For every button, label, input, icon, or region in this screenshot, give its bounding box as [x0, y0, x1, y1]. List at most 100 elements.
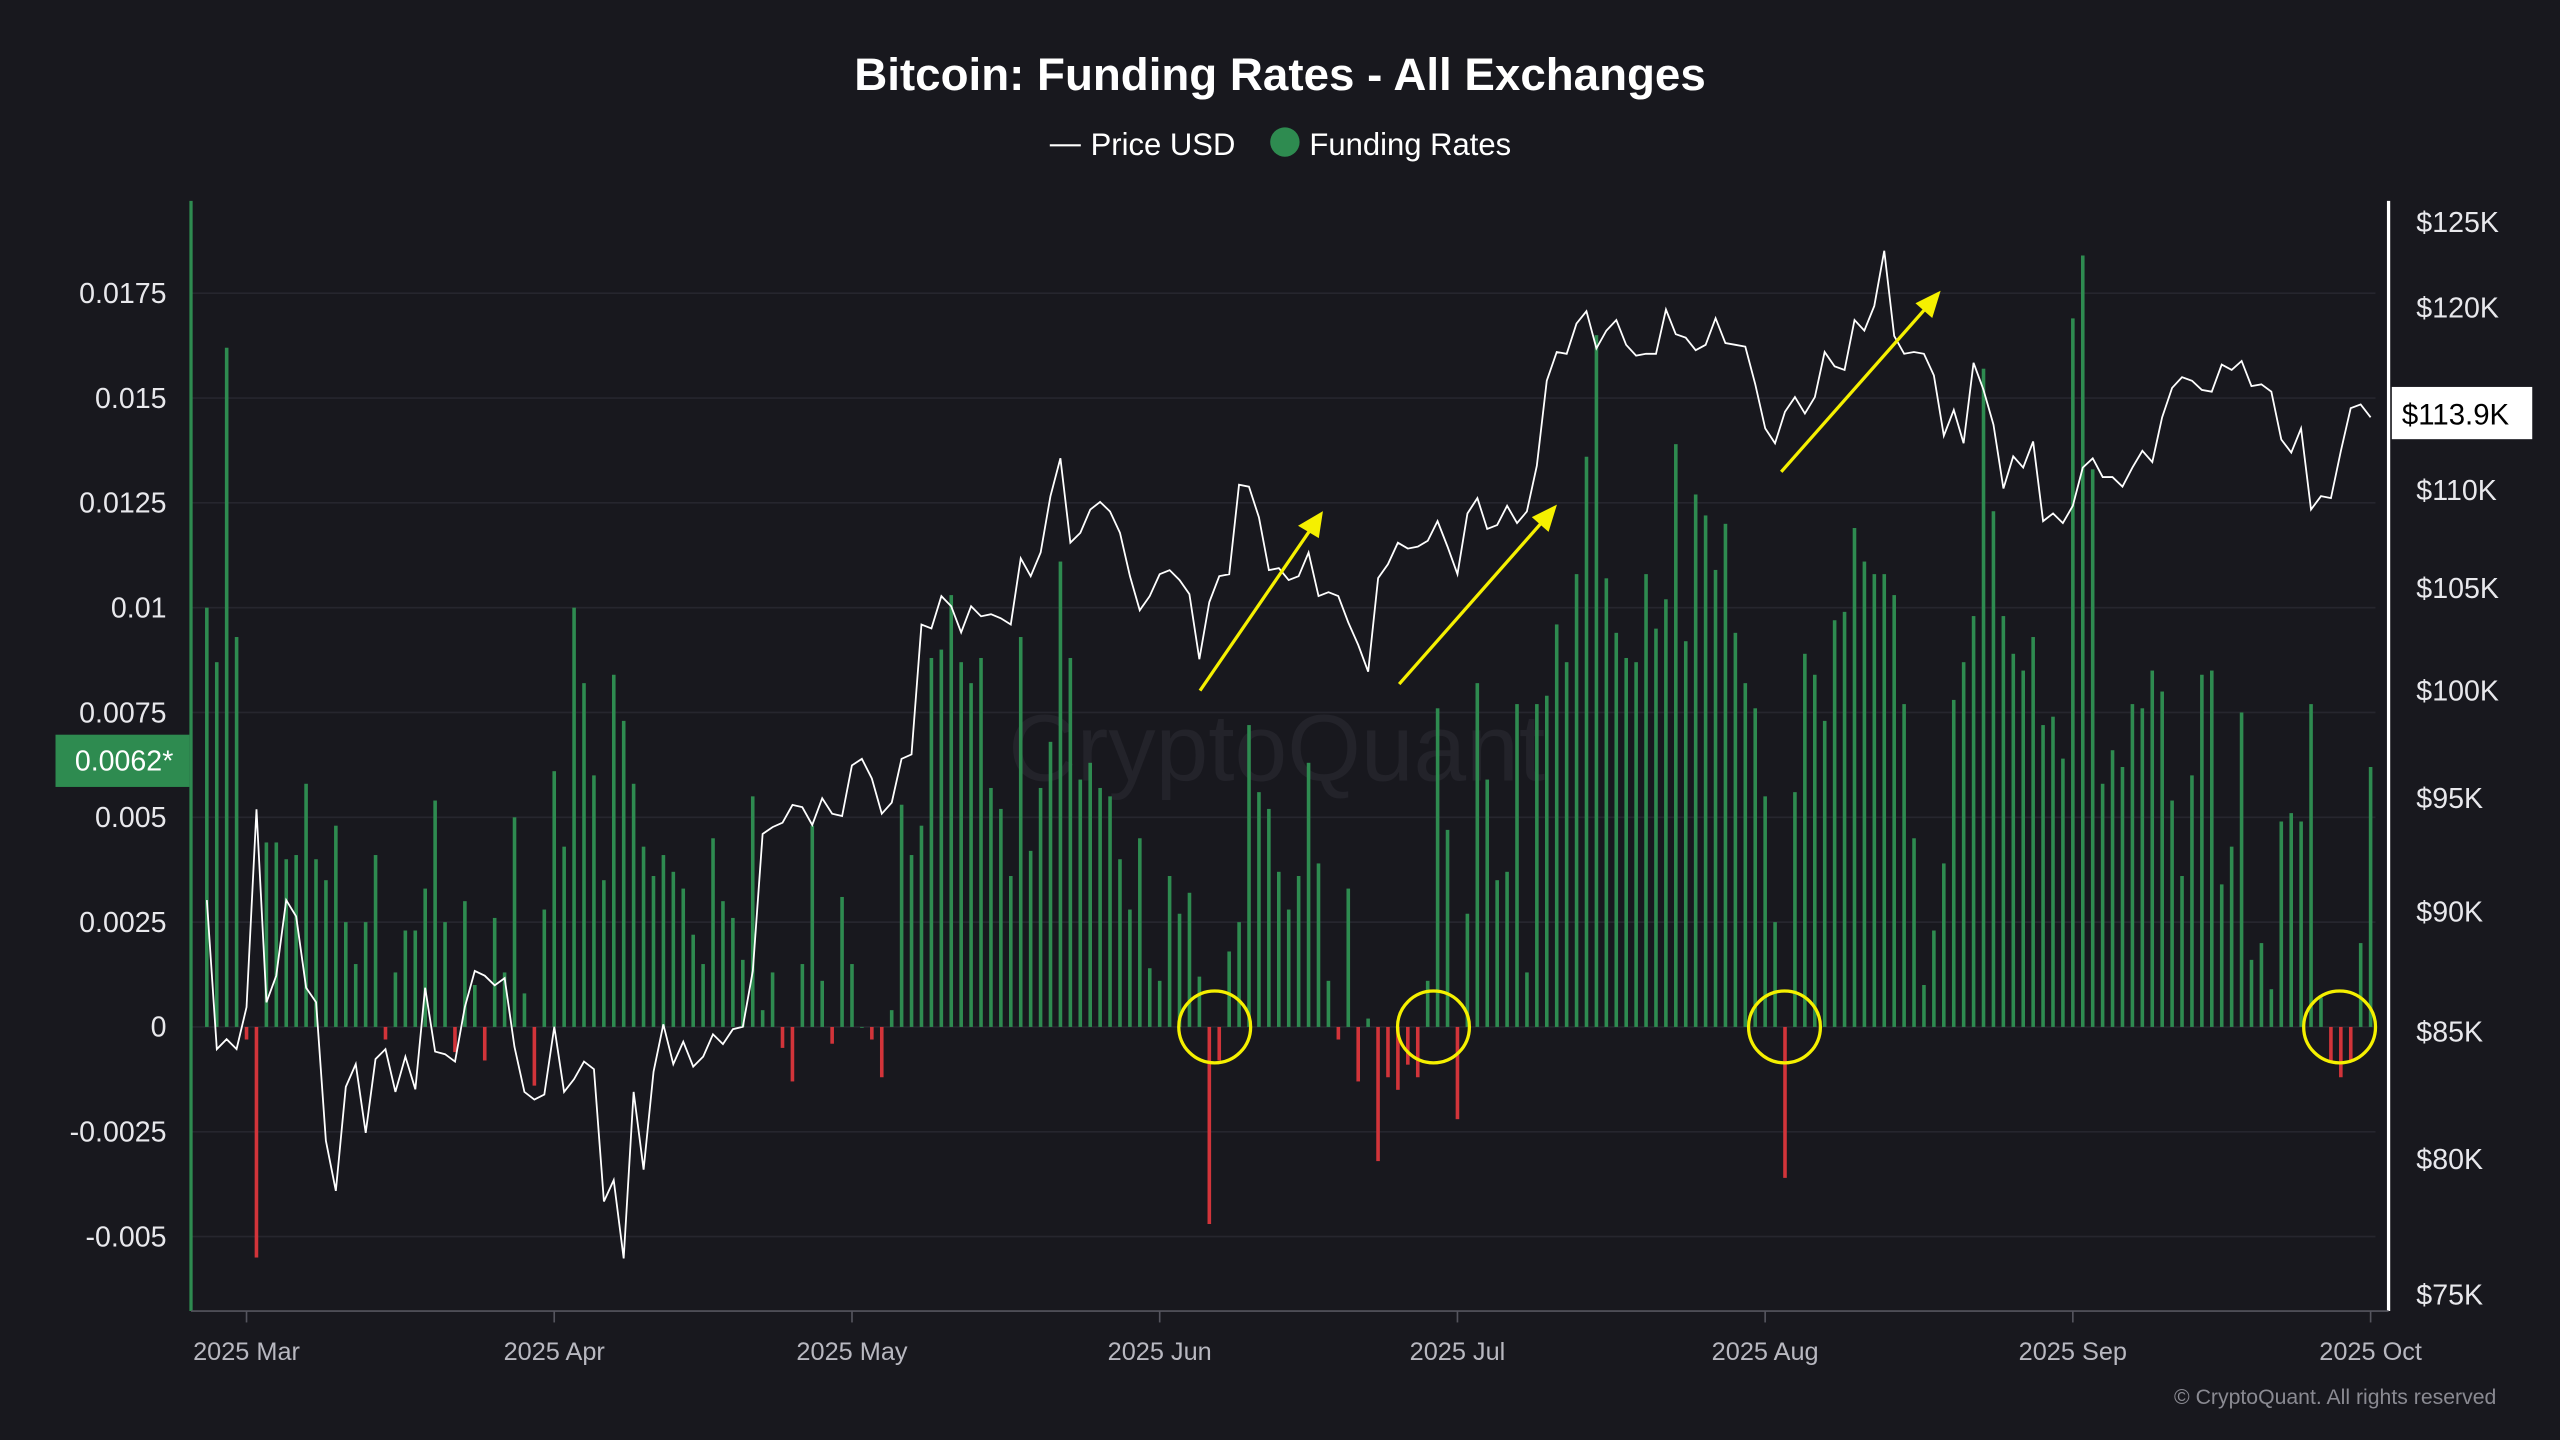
funding-bar [1892, 595, 1896, 1027]
funding-bar [1842, 611, 1847, 1027]
funding-bar [1435, 708, 1440, 1027]
legend-price-label[interactable]: Price USD [1091, 127, 1236, 162]
funding-bar [1961, 662, 1966, 1027]
funding-bar [1654, 628, 1658, 1027]
funding-bar [2001, 616, 2006, 1027]
funding-bar [1197, 976, 1202, 1027]
funding-bar [1495, 880, 1499, 1027]
funding-bar [2329, 1026, 2333, 1061]
funding-bar [2219, 884, 2224, 1027]
funding-bar [1753, 708, 1758, 1027]
funding-bar [919, 825, 924, 1027]
funding-bar [1207, 1026, 1212, 1224]
funding-bar [969, 683, 973, 1027]
right-tick-label: $105K [2416, 573, 2499, 605]
funding-bar [1108, 796, 1112, 1027]
funding-bar [1386, 1026, 1390, 1078]
funding-bar [1058, 561, 1063, 1027]
funding-bar [780, 1026, 785, 1048]
funding-bar [2130, 704, 2135, 1027]
funding-bar [2011, 653, 2016, 1027]
funding-bar [1257, 792, 1261, 1027]
funding-bar [1286, 909, 1291, 1027]
funding-bar [2210, 670, 2214, 1027]
funding-bar [2249, 959, 2254, 1027]
funding-bar [205, 607, 209, 1027]
funding-bar [552, 771, 557, 1027]
funding-bar [284, 859, 289, 1027]
funding-bar [1515, 704, 1519, 1027]
funding-bar [572, 607, 576, 1027]
left-tick-label: 0.0025 [79, 907, 166, 939]
funding-bar [343, 922, 348, 1027]
funding-bar [1783, 1026, 1787, 1178]
funding-bar [1078, 779, 1083, 1027]
funding-bar [2299, 821, 2303, 1027]
funding-bar [1644, 574, 1648, 1027]
funding-bar [949, 595, 954, 1027]
funding-bar [1147, 968, 1152, 1027]
funding-bar [2150, 670, 2155, 1027]
funding-bar [532, 1026, 537, 1086]
funding-bar [1296, 876, 1301, 1027]
funding-bar [1098, 787, 1102, 1027]
arrowhead-icon [1298, 511, 1323, 539]
funding-bar [353, 964, 358, 1027]
funding-bar [1912, 838, 1916, 1027]
funding-bar [294, 855, 298, 1027]
funding-bar [741, 959, 745, 1027]
left-tick-label: -0.005 [86, 1221, 167, 1253]
funding-bar [1932, 930, 1936, 1027]
left-tick-label: 0.01 [111, 592, 167, 624]
legend-funding-dot-icon [1270, 127, 1300, 157]
funding-bar [1743, 683, 1748, 1027]
funding-bar [1763, 796, 1767, 1027]
funding-bar [1187, 892, 1192, 1027]
x-tick-label: 2025 Jul [1410, 1338, 1506, 1366]
funding-bar [850, 964, 854, 1027]
funding-bar [274, 842, 279, 1027]
funding-bar [1306, 762, 1311, 1027]
funding-bar [721, 901, 725, 1027]
funding-bar [1415, 1026, 1420, 1078]
funding-bar [860, 1026, 864, 1028]
funding-bar [2279, 821, 2284, 1027]
legend-funding-label[interactable]: Funding Rates [1309, 127, 1511, 162]
funding-bar [840, 896, 844, 1027]
funding-bar [731, 917, 735, 1027]
funding-bar [1703, 515, 1708, 1027]
funding-bar [2031, 637, 2035, 1027]
current-price-value: $113.9K [2402, 398, 2510, 431]
funding-bar [1425, 980, 1430, 1027]
funding-bar [1733, 632, 1738, 1027]
price-line [205, 250, 2372, 1259]
funding-bar [1267, 808, 1271, 1027]
funding-bar [1554, 624, 1559, 1027]
x-tick-label: 2025 Sep [2019, 1338, 2127, 1366]
funding-bar [324, 880, 328, 1027]
funding-bar [1713, 569, 1718, 1027]
funding-bar [1088, 762, 1093, 1027]
funding-bar [1177, 913, 1182, 1027]
funding-bar [1485, 779, 1490, 1027]
funding-bar [433, 800, 437, 1027]
right-tick-label: $90K [2416, 897, 2483, 929]
funding-bar [1336, 1026, 1341, 1040]
right-tick-label: $95K [2416, 783, 2483, 815]
funding-bar [1664, 599, 1668, 1027]
x-tick-label: 2025 Oct [2319, 1338, 2422, 1366]
funding-bar [2120, 766, 2125, 1027]
funding-bar [711, 838, 715, 1027]
funding-bar [1396, 1026, 1400, 1090]
funding-bar [582, 683, 586, 1027]
funding-bar [473, 985, 477, 1027]
left-axis-ticks: 0.0175 0.015 0.0125 0.01 0.0075 0.005 0.0025 0 -… [70, 278, 167, 1253]
right-tick-label: $80K [2416, 1144, 2483, 1176]
funding-bar [463, 901, 467, 1027]
funding-bar [889, 1010, 894, 1027]
funding-bar [562, 846, 566, 1027]
funding-bar [1812, 674, 1817, 1027]
funding-bar [979, 657, 983, 1027]
annotation-arrow [1198, 523, 1316, 692]
